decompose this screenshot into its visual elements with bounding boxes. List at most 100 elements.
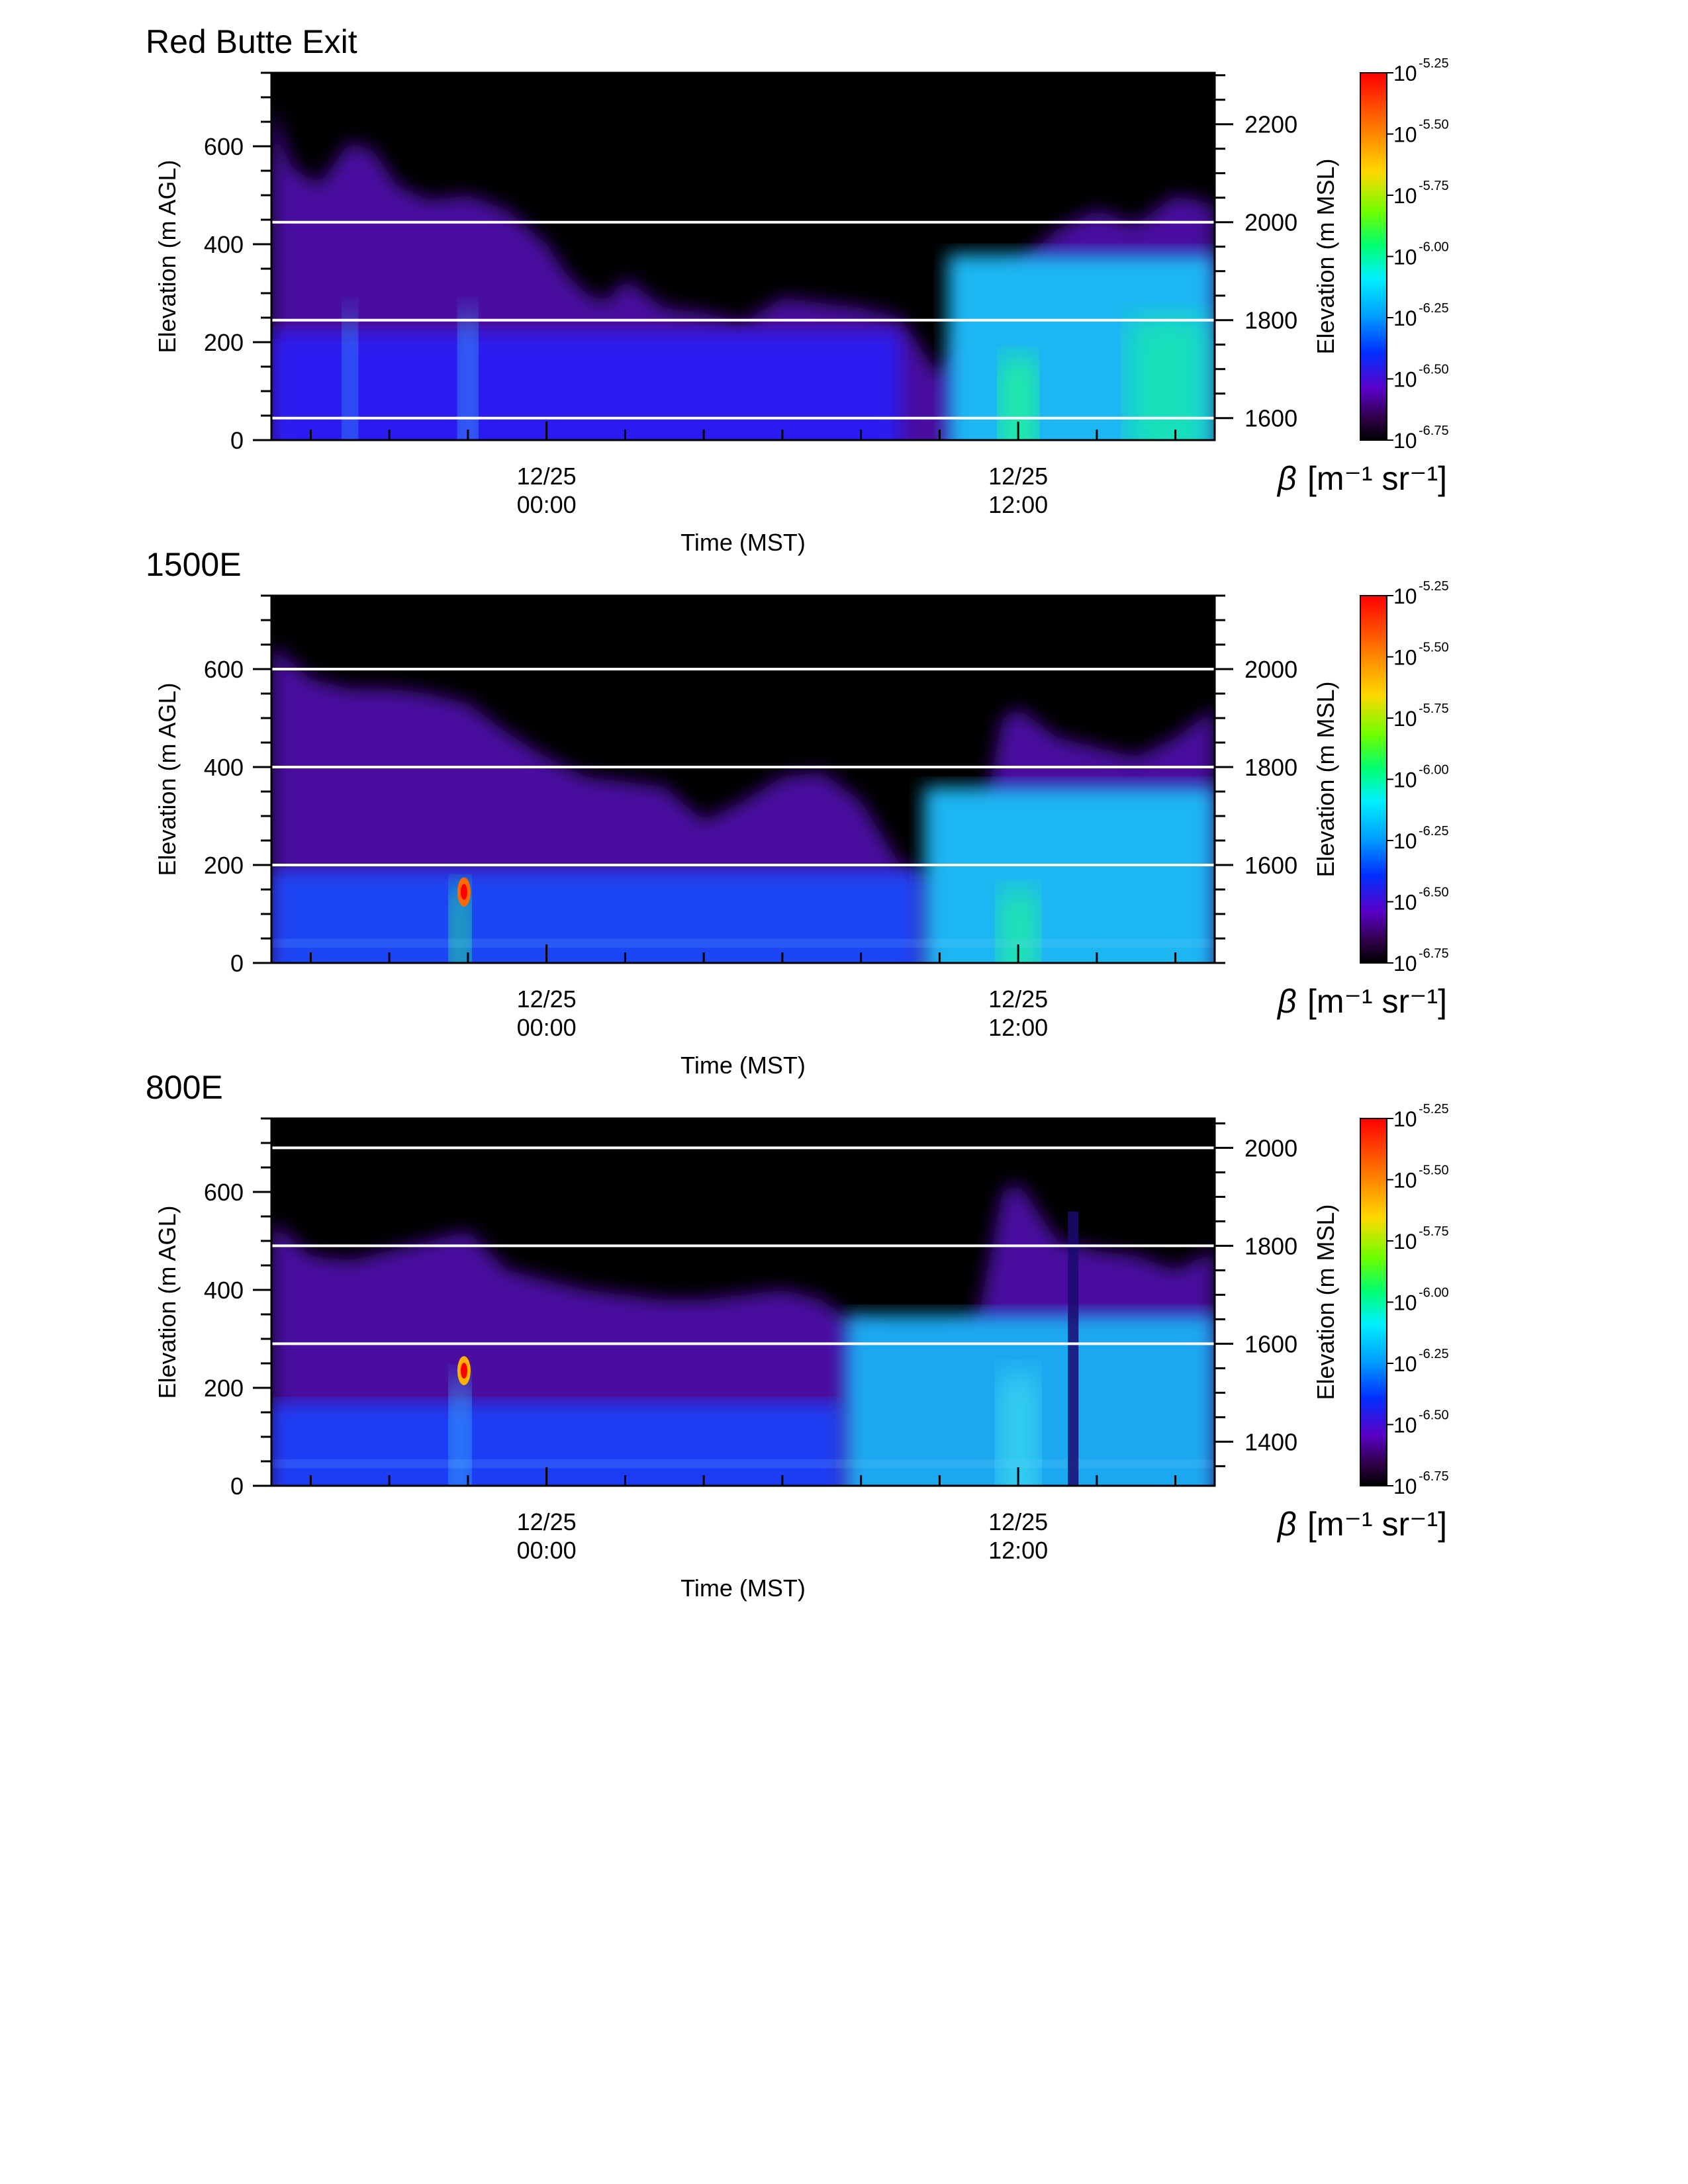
y-axis-label: Elevation (m AGL)	[154, 682, 181, 876]
colorbar-label-units: [m⁻¹ sr⁻¹]	[1307, 460, 1447, 497]
colorbar-tick-exponent: -5.75	[1419, 1224, 1449, 1239]
colorbar-tick-base: 10	[1393, 1107, 1417, 1131]
x-tick-label-date: 12/25	[988, 1508, 1048, 1535]
colorbar-tick-exponent: -6.75	[1419, 1469, 1449, 1484]
colorbar-tick-base: 10	[1393, 246, 1417, 269]
colorbar	[1360, 595, 1387, 964]
backscatter-feature	[998, 1373, 1038, 1486]
colorbar-tick-exponent: -6.75	[1419, 946, 1449, 961]
colorbar-tick-base: 10	[1393, 368, 1417, 392]
y2-tick-label: 1800	[1244, 307, 1297, 334]
y-tick-label: 400	[204, 754, 244, 781]
aerosol-core	[271, 870, 920, 963]
y2-axis-label: Elevation (m MSL)	[1312, 1204, 1339, 1400]
x-axis-label: Time (MST)	[680, 529, 806, 556]
y-tick-label: 600	[204, 656, 244, 683]
aerosol-core	[923, 786, 1215, 963]
chart-panel: Red Butte Exit 0 200 400 600 Elevation (m AGL…	[146, 23, 1449, 556]
colorbar-tick-base: 10	[1393, 1414, 1417, 1437]
colorbar-tick-base: 10	[1393, 1475, 1417, 1498]
backscatter-feature	[450, 1378, 470, 1486]
y-tick-label: 400	[204, 231, 244, 258]
near-surface-stripe	[271, 939, 1215, 948]
chart-title: Red Butte Exit	[146, 23, 357, 60]
colorbar-tick-exponent: -6.50	[1419, 1408, 1449, 1423]
colorbar-tick-base: 10	[1393, 768, 1417, 792]
y2-tick-label: 1800	[1244, 754, 1297, 781]
near-surface-stripe	[271, 1459, 1215, 1468]
hotspot-core	[460, 884, 467, 900]
y-tick-label: 0	[230, 427, 244, 454]
colorbar-tick-base: 10	[1393, 829, 1417, 853]
colorbar-label-units: [m⁻¹ sr⁻¹]	[1307, 1506, 1447, 1543]
x-tick-label-time: 12:00	[988, 1014, 1048, 1041]
colorbar-tick-exponent: -6.50	[1419, 363, 1449, 377]
x-tick-label-time: 12:00	[988, 491, 1048, 518]
colorbar-tick-exponent: -6.25	[1419, 1347, 1449, 1361]
x-tick-label-date: 12/25	[517, 985, 577, 1013]
backscatter-feature	[459, 312, 477, 440]
colorbar-tick-exponent: -5.75	[1419, 702, 1449, 716]
colorbar-tick-base: 10	[1393, 1291, 1417, 1315]
x-tick-label-time: 12:00	[988, 1537, 1048, 1564]
backscatter-feature	[1128, 318, 1207, 440]
backscatter-feature	[1000, 357, 1036, 440]
y-axis-label: Elevation (m AGL)	[154, 159, 181, 353]
backscatter-feature	[343, 312, 357, 440]
colorbar-tick-exponent: -6.25	[1419, 824, 1449, 839]
y2-tick-label: 1600	[1244, 405, 1297, 432]
x-tick-label-time: 00:00	[517, 491, 577, 518]
y2-axis-label: Elevation (m MSL)	[1312, 681, 1339, 877]
colorbar-tick-base: 10	[1393, 707, 1417, 731]
y2-axis-label: Elevation (m MSL)	[1312, 158, 1339, 354]
y-axis-label: Elevation (m AGL)	[154, 1205, 181, 1398]
y-tick-label: 0	[230, 1473, 244, 1500]
colorbar-tick-base: 10	[1393, 184, 1417, 208]
x-tick-label-time: 00:00	[517, 1014, 577, 1041]
plot-area	[271, 596, 1215, 963]
y-tick-label: 0	[230, 950, 244, 977]
y-tick-label: 400	[204, 1277, 244, 1304]
y2-tick-label: 1800	[1244, 1232, 1297, 1259]
colorbar-tick-base: 10	[1393, 306, 1417, 330]
y-tick-label: 200	[204, 1375, 244, 1402]
colorbar-tick-base: 10	[1393, 1230, 1417, 1253]
x-tick-label-date: 12/25	[988, 985, 1048, 1013]
colorbar-tick-base: 10	[1393, 123, 1417, 147]
colorbar-tick-exponent: -6.00	[1419, 240, 1449, 255]
chart-title: 1500E	[146, 546, 242, 583]
colorbar-tick-exponent: -6.50	[1419, 886, 1449, 900]
aerosol-core	[271, 1402, 841, 1486]
colorbar-label-symbol: β	[1276, 1506, 1297, 1543]
colorbar-tick-exponent: -5.75	[1419, 179, 1449, 193]
colorbar-tick-exponent: -5.50	[1419, 1163, 1449, 1178]
aerosol-core	[271, 332, 900, 440]
x-axis-label: Time (MST)	[680, 1574, 806, 1602]
colorbar-tick-exponent: -5.50	[1419, 118, 1449, 132]
y-tick-label: 600	[204, 133, 244, 160]
y2-tick-label: 1600	[1244, 1330, 1297, 1357]
chart-title: 800E	[146, 1069, 223, 1106]
plot-frame	[270, 594, 1216, 964]
plot-area	[271, 73, 1215, 440]
y2-tick-label: 1400	[1244, 1428, 1297, 1455]
x-tick-label-date: 12/25	[517, 1508, 577, 1535]
colorbar-tick-exponent: -5.25	[1419, 56, 1449, 71]
colorbar-tick-exponent: -6.75	[1419, 424, 1449, 438]
colorbar-tick-exponent: -6.00	[1419, 763, 1449, 778]
chart-panel: 1500E 0 200 400 600 Elevation (m AGL) 1600 1800…	[146, 546, 1449, 1079]
chart-panel: 800E 0 200 400 600 Elevation (m AGL) 1400 1600 1…	[146, 1069, 1449, 1602]
y-tick-label: 200	[204, 852, 244, 879]
plot-frame	[270, 71, 1216, 441]
colorbar-tick-base: 10	[1393, 1352, 1417, 1376]
colorbar-tick-base: 10	[1393, 62, 1417, 85]
colorbar-label-units: [m⁻¹ sr⁻¹]	[1307, 983, 1447, 1020]
y-tick-label: 600	[204, 1179, 244, 1206]
y-tick-label: 200	[204, 329, 244, 356]
colorbar-tick-exponent: -6.25	[1419, 301, 1449, 316]
colorbar-tick-exponent: -5.25	[1419, 579, 1449, 594]
colorbar-tick-base: 10	[1393, 584, 1417, 608]
y2-tick-label: 1600	[1244, 852, 1297, 879]
colorbar-tick-base: 10	[1393, 646, 1417, 670]
